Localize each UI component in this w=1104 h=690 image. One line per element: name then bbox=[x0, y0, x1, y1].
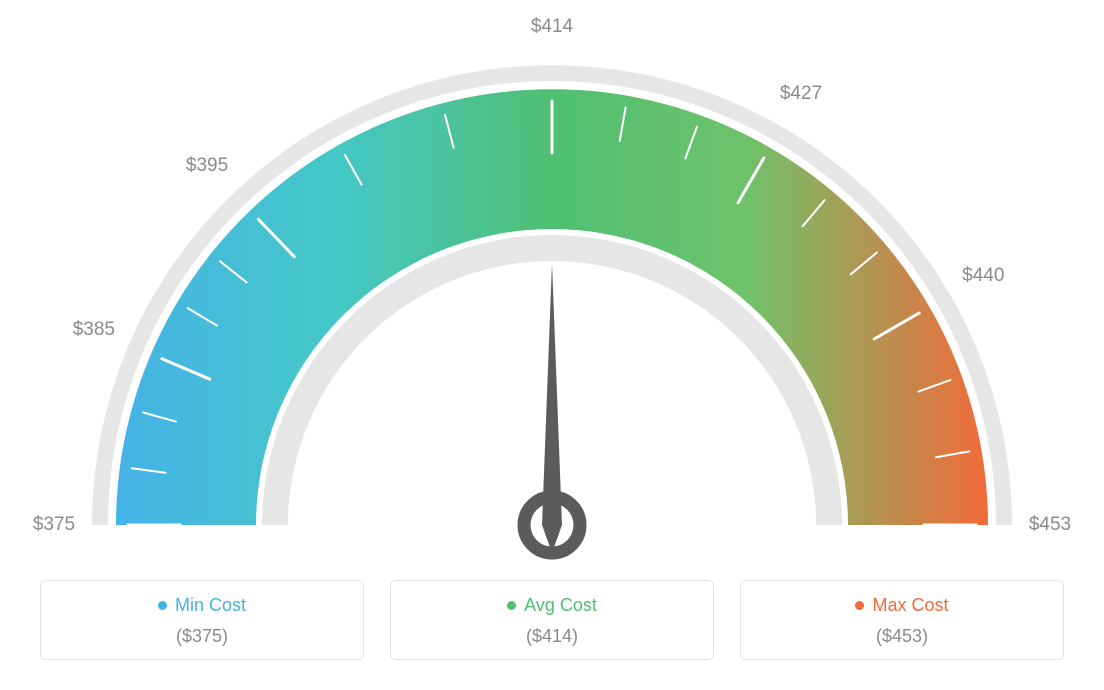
legend-value-min: ($375) bbox=[51, 626, 353, 647]
legend-dot-avg bbox=[507, 601, 516, 610]
legend-value-avg: ($414) bbox=[401, 626, 703, 647]
legend-card-min: Min Cost ($375) bbox=[40, 580, 364, 660]
gauge-tick-label: $427 bbox=[780, 83, 822, 105]
cost-gauge-widget: $375 $385 $395 $414 $427 $440 $453 Min Cost ($… bbox=[0, 0, 1104, 690]
gauge-tick-label: $414 bbox=[531, 16, 573, 38]
legend-dot-max bbox=[855, 601, 864, 610]
gauge-tick-label: $375 bbox=[33, 514, 75, 536]
legend-card-avg: Avg Cost ($414) bbox=[390, 580, 714, 660]
gauge-tick-label: $453 bbox=[1029, 514, 1071, 536]
legend-label-avg: Avg Cost bbox=[524, 595, 597, 616]
legend-top: Max Cost bbox=[855, 595, 948, 616]
legend-row: Min Cost ($375) Avg Cost ($414) Max Cost… bbox=[40, 580, 1064, 660]
legend-value-max: ($453) bbox=[751, 626, 1053, 647]
legend-top: Min Cost bbox=[158, 595, 246, 616]
legend-dot-min bbox=[158, 601, 167, 610]
legend-label-min: Min Cost bbox=[175, 595, 246, 616]
legend-card-max: Max Cost ($453) bbox=[740, 580, 1064, 660]
gauge-tick-label: $385 bbox=[73, 319, 115, 341]
gauge-svg bbox=[0, 0, 1104, 570]
gauge-chart: $375 $385 $395 $414 $427 $440 $453 bbox=[0, 0, 1104, 570]
gauge-tick-label: $395 bbox=[186, 155, 228, 177]
legend-top: Avg Cost bbox=[507, 595, 597, 616]
gauge-tick-label: $440 bbox=[962, 265, 1004, 287]
legend-label-max: Max Cost bbox=[872, 595, 948, 616]
